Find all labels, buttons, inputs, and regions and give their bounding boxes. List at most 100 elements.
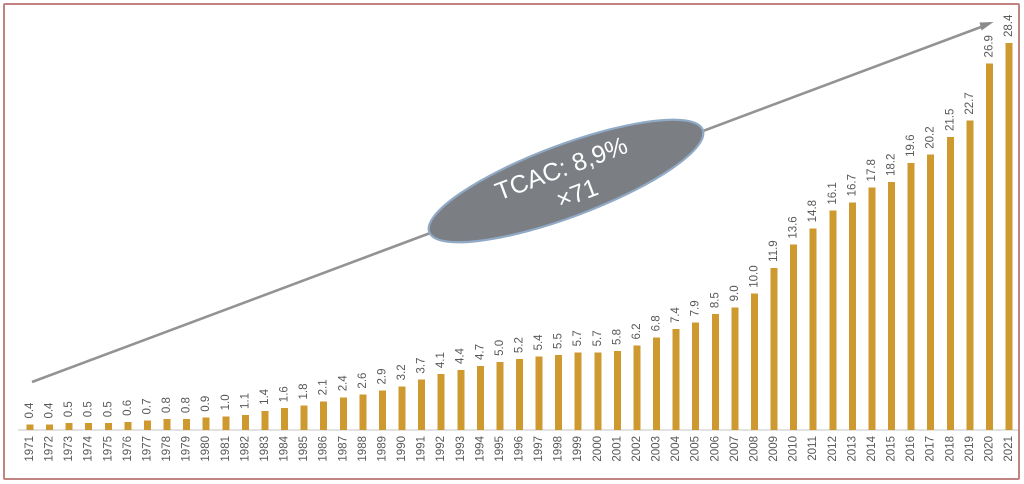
bar bbox=[261, 410, 269, 430]
bar-value-label: 0.8 bbox=[161, 397, 173, 413]
bar bbox=[966, 120, 974, 431]
bar bbox=[574, 352, 582, 430]
bar-value-label: 0.5 bbox=[102, 401, 114, 417]
bar-value-label: 7.9 bbox=[690, 300, 702, 316]
x-axis-tick-label: 2007 bbox=[729, 436, 741, 462]
bar-value-label: 26.9 bbox=[983, 35, 995, 57]
trend-arrowhead-icon bbox=[979, 22, 994, 31]
bar-value-label: 4.7 bbox=[474, 344, 486, 360]
bar-value-label: 22.7 bbox=[964, 92, 976, 114]
x-axis-tick-label: 2014 bbox=[866, 435, 878, 461]
bar bbox=[457, 370, 465, 430]
x-axis-tick-label: 1975 bbox=[102, 436, 114, 462]
x-axis-tick-label: 1993 bbox=[455, 436, 467, 462]
x-axis-tick-label: 1982 bbox=[239, 436, 251, 462]
x-axis-tick-label: 1997 bbox=[533, 436, 545, 462]
bar bbox=[359, 394, 367, 430]
bar-value-label: 1.8 bbox=[298, 383, 310, 399]
bar bbox=[672, 329, 680, 430]
bar-value-label: 21.5 bbox=[944, 109, 956, 131]
bar-value-label: 0.5 bbox=[83, 401, 95, 417]
x-axis-tick-label: 1972 bbox=[44, 436, 56, 462]
bar bbox=[65, 423, 73, 430]
bar-value-label: 16.1 bbox=[827, 182, 839, 204]
x-axis-tick-label: 2011 bbox=[807, 436, 819, 461]
bar bbox=[26, 424, 34, 430]
x-axis-tick-label: 2000 bbox=[592, 436, 604, 462]
bar-value-label: 1.1 bbox=[239, 393, 251, 409]
bar bbox=[829, 210, 837, 430]
x-axis-tick-label: 1974 bbox=[83, 435, 95, 461]
bar-value-label: 0.8 bbox=[181, 397, 193, 413]
bar bbox=[320, 401, 328, 430]
bar-value-label: 5.5 bbox=[553, 333, 565, 349]
bar bbox=[496, 361, 504, 430]
bar-value-label: 18.2 bbox=[886, 154, 898, 176]
bar bbox=[222, 416, 230, 430]
x-axis-tick-label: 1979 bbox=[181, 436, 193, 462]
bar-value-label: 2.6 bbox=[357, 373, 369, 389]
bar bbox=[143, 420, 151, 430]
bar-value-label: 20.2 bbox=[925, 126, 937, 148]
bar bbox=[711, 314, 719, 430]
x-axis-tick-label: 1986 bbox=[318, 436, 330, 462]
chart-svg: 0.4 1971 0.4 1972 0.5 1973 0.5 1974 0.5 1975 0.6 19… bbox=[18, 14, 1018, 462]
x-axis-tick-label: 2006 bbox=[709, 436, 721, 462]
x-axis-tick-label: 2016 bbox=[905, 436, 917, 462]
bars-layer: 0.4 1971 0.4 1972 0.5 1973 0.5 1974 0.5 1975 0.6 19… bbox=[24, 14, 1015, 462]
bar bbox=[437, 374, 445, 430]
bar bbox=[613, 350, 621, 430]
bar bbox=[809, 228, 817, 430]
x-axis-tick-label: 2003 bbox=[651, 436, 663, 462]
x-axis-tick-label: 1987 bbox=[337, 436, 349, 462]
bar bbox=[594, 352, 602, 430]
annotation-ellipse bbox=[427, 118, 705, 244]
bar-value-label: 0.9 bbox=[200, 396, 212, 412]
bar bbox=[770, 267, 778, 430]
bar bbox=[85, 423, 93, 430]
bar-value-label: 13.6 bbox=[788, 216, 800, 238]
bar-value-label: 16.7 bbox=[846, 174, 858, 196]
x-axis-tick-label: 2015 bbox=[886, 436, 898, 462]
bar-value-label: 5.2 bbox=[514, 337, 526, 353]
x-axis-tick-label: 2004 bbox=[670, 435, 682, 461]
bar-value-label: 11.9 bbox=[768, 240, 780, 262]
x-axis-tick-label: 1985 bbox=[298, 436, 310, 462]
x-axis-tick-label: 1978 bbox=[161, 436, 173, 462]
annotation-group: TCAC: 8,9% ×71 bbox=[427, 118, 705, 244]
bar-value-label: 0.6 bbox=[122, 400, 134, 416]
bar bbox=[555, 355, 563, 430]
bar-value-label: 2.4 bbox=[337, 375, 349, 392]
bar-value-label: 6.2 bbox=[631, 324, 643, 340]
bar-value-label: 8.5 bbox=[709, 292, 721, 308]
bar bbox=[946, 137, 954, 430]
bar bbox=[281, 408, 289, 430]
bar bbox=[300, 405, 308, 430]
bar bbox=[1005, 43, 1013, 430]
bar bbox=[124, 421, 132, 430]
bar bbox=[46, 424, 54, 430]
bar bbox=[202, 417, 210, 430]
x-axis-tick-label: 2001 bbox=[611, 436, 623, 462]
x-axis-tick-label: 2008 bbox=[748, 436, 760, 462]
bar-value-label: 0.4 bbox=[44, 402, 56, 419]
bar-value-label: 2.9 bbox=[376, 368, 388, 384]
x-axis-tick-label: 1981 bbox=[220, 436, 232, 462]
bar bbox=[339, 397, 347, 430]
bar bbox=[516, 359, 523, 430]
bar-value-label: 5.7 bbox=[572, 330, 584, 346]
bar-value-label: 4.1 bbox=[435, 352, 447, 368]
bar bbox=[888, 181, 896, 430]
bar-value-label: 7.4 bbox=[670, 307, 682, 324]
bar bbox=[163, 419, 171, 430]
bar bbox=[653, 337, 661, 430]
bar bbox=[848, 202, 856, 430]
bar-value-label: 28.4 bbox=[1003, 14, 1015, 37]
x-axis-tick-label: 2013 bbox=[846, 436, 858, 462]
bar bbox=[907, 162, 915, 431]
x-axis-tick-label: 1999 bbox=[572, 436, 584, 462]
x-axis-tick-label: 1998 bbox=[553, 436, 565, 462]
bar-value-label: 1.0 bbox=[220, 394, 232, 410]
bar-value-label: 6.8 bbox=[651, 315, 663, 331]
